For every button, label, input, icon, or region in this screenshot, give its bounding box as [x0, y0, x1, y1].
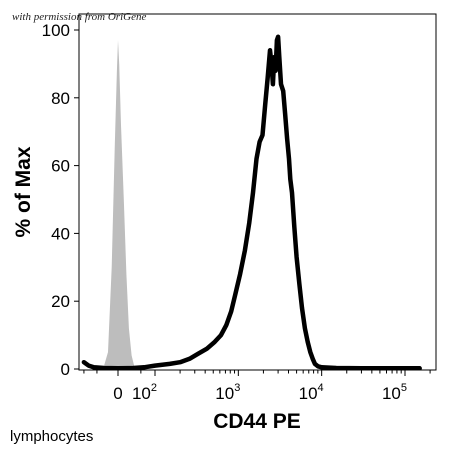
x-tick-exponent: 5 — [401, 382, 407, 394]
y-tick-label: 20 — [51, 292, 70, 311]
plot-frame — [78, 13, 437, 371]
x-axis-title: CD44 PE — [213, 410, 301, 433]
population-label: lymphocytes — [10, 428, 93, 445]
y-tick-label: 40 — [51, 224, 70, 243]
x-tick-label: 103 — [215, 382, 240, 403]
cd44-stained-histogram — [81, 34, 422, 371]
y-tick-label: 0 — [61, 360, 70, 379]
x-tick-label: 104 — [299, 382, 324, 403]
isotype-control-histogram — [96, 40, 138, 369]
x-tick-label: 102 — [132, 382, 157, 403]
plot-area — [81, 34, 422, 371]
x-tick-exponent: 2 — [151, 382, 157, 394]
y-axis: 0 20 40 60 80 100 — [42, 21, 79, 379]
x-tick-exponent: 3 — [234, 382, 240, 394]
y-axis-title: % of Max — [12, 146, 35, 237]
x-tick-label: 105 — [382, 382, 407, 403]
y-tick-label: 80 — [51, 89, 70, 108]
x-tick-exponent: 4 — [318, 382, 324, 394]
x-tick-label: 0 — [113, 384, 122, 403]
x-axis: 0 102 103 104 105 — [83, 370, 431, 403]
y-tick-label: 60 — [51, 157, 70, 176]
y-tick-label: 100 — [42, 21, 70, 40]
